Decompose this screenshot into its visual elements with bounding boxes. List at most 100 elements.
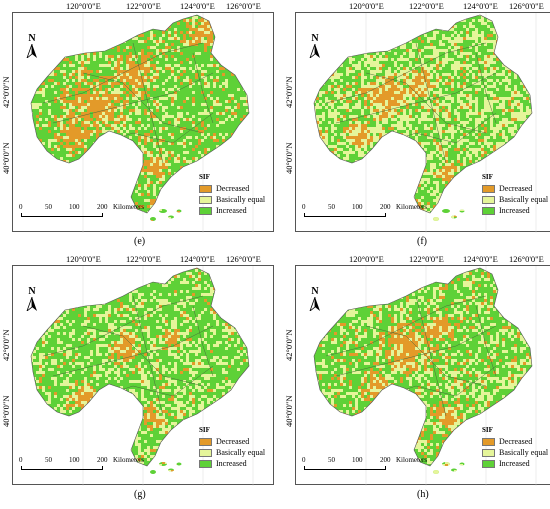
legend-title: SIF bbox=[482, 173, 493, 181]
legend-item-equal: Basically equal bbox=[199, 194, 265, 205]
lon-label-120: 120°0'0"E bbox=[349, 254, 384, 264]
legend-title: SIF bbox=[199, 426, 210, 434]
north-arrow: N bbox=[25, 33, 39, 61]
lat-label-42: 42°0'0"N bbox=[284, 76, 294, 108]
legend: SIF Decreased Basically equal Increased bbox=[482, 426, 548, 469]
lat-label-40: 40°0'0"N bbox=[1, 142, 11, 174]
legend-label-increased: Increased bbox=[499, 206, 530, 215]
lon-label-126: 126°0'0"E bbox=[509, 254, 544, 264]
map-frame: N SIF Decreased Basically equal bbox=[295, 12, 550, 233]
map-panel-3: 120°0'0"E 122°0'0"E 124°0'0"E 126°0'0"E … bbox=[283, 253, 550, 503]
scale-line bbox=[21, 213, 103, 217]
legend-swatch-equal bbox=[482, 195, 495, 204]
legend-swatch-increased bbox=[199, 206, 212, 215]
legend: SIF Decreased Basically equal Increased bbox=[199, 426, 265, 469]
scale-bar: 0 50 100 200 Kilometers bbox=[296, 456, 496, 476]
lat-label-40: 40°0'0"N bbox=[284, 395, 294, 427]
legend-label-decreased: Decreased bbox=[499, 184, 533, 193]
legend-swatch-decreased bbox=[482, 437, 495, 446]
lon-label-126: 126°0'0"E bbox=[226, 1, 261, 11]
north-arrow-icon bbox=[26, 43, 37, 60]
scale-bar: 0 50 100 200 Kilometers bbox=[13, 203, 213, 223]
north-arrow: N bbox=[308, 33, 322, 61]
scale-tick-100: 100 bbox=[352, 456, 363, 464]
lon-label-124: 124°0'0"E bbox=[180, 254, 215, 264]
legend-label-decreased: Decreased bbox=[216, 184, 250, 193]
scale-bar: 0 50 100 200 Kilometers bbox=[13, 456, 213, 476]
scale-tick-0: 0 bbox=[302, 456, 306, 464]
legend-label-equal: Basically equal bbox=[499, 195, 549, 204]
lon-label-124: 124°0'0"E bbox=[463, 254, 498, 264]
legend-label-equal: Basically equal bbox=[216, 195, 266, 204]
lat-label-42: 42°0'0"N bbox=[1, 329, 11, 361]
province-outline bbox=[30, 14, 250, 214]
map-panel-2: 120°0'0"E 122°0'0"E 124°0'0"E 126°0'0"E … bbox=[0, 253, 280, 503]
scale-line bbox=[21, 466, 103, 470]
panel-label: (f) bbox=[417, 236, 427, 247]
scale-tick-200: 200 bbox=[97, 456, 108, 464]
north-arrow-icon bbox=[309, 43, 320, 60]
legend-swatch-decreased bbox=[482, 184, 495, 193]
map-panel-1: 120°0'0"E 122°0'0"E 124°0'0"E 126°0'0"E … bbox=[283, 0, 550, 250]
north-arrow-icon bbox=[26, 296, 37, 313]
legend-item-increased: Increased bbox=[199, 458, 265, 469]
legend-item-increased: Increased bbox=[199, 205, 265, 216]
legend-item-increased: Increased bbox=[482, 458, 548, 469]
scale-tick-200: 200 bbox=[97, 203, 108, 211]
legend-swatch-decreased bbox=[199, 437, 212, 446]
legend-title: SIF bbox=[199, 173, 210, 181]
scale-tick-100: 100 bbox=[352, 203, 363, 211]
scale-tick-50: 50 bbox=[45, 456, 52, 464]
legend-label-equal: Basically equal bbox=[499, 448, 549, 457]
north-arrow: N bbox=[25, 286, 39, 314]
lon-label-122: 122°0'0"E bbox=[409, 1, 444, 11]
scale-tick-0: 0 bbox=[302, 203, 306, 211]
legend-label-decreased: Decreased bbox=[499, 437, 533, 446]
legend-label-increased: Increased bbox=[499, 459, 530, 468]
legend-item-equal: Basically equal bbox=[482, 447, 548, 458]
legend-item-equal: Basically equal bbox=[199, 447, 265, 458]
scale-tick-100: 100 bbox=[69, 203, 80, 211]
lat-label-40: 40°0'0"N bbox=[284, 142, 294, 174]
lon-label-120: 120°0'0"E bbox=[349, 1, 384, 11]
map-canvas bbox=[313, 13, 537, 233]
scale-tick-200: 200 bbox=[380, 456, 391, 464]
north-label: N bbox=[28, 33, 36, 44]
legend: SIF Decreased Basically equal Increased bbox=[199, 173, 265, 216]
legend-item-equal: Basically equal bbox=[482, 194, 548, 205]
north-arrow-icon bbox=[309, 296, 320, 313]
scale-tick-0: 0 bbox=[19, 456, 23, 464]
lon-label-120: 120°0'0"E bbox=[66, 254, 101, 264]
lat-label-42: 42°0'0"N bbox=[1, 76, 11, 108]
legend: SIF Decreased Basically equal Increased bbox=[482, 173, 548, 216]
lon-label-122: 122°0'0"E bbox=[126, 1, 161, 11]
lon-label-120: 120°0'0"E bbox=[66, 1, 101, 11]
scale-unit: Kilometers bbox=[113, 456, 145, 464]
legend-item-decreased: Decreased bbox=[199, 183, 265, 194]
map-frame: N SIF Decreased Basically equal bbox=[12, 12, 274, 233]
scale-tick-50: 50 bbox=[328, 456, 335, 464]
panel-label: (g) bbox=[134, 489, 146, 500]
lon-label-124: 124°0'0"E bbox=[463, 1, 498, 11]
lon-label-122: 122°0'0"E bbox=[409, 254, 444, 264]
legend-swatch-increased bbox=[482, 459, 495, 468]
panel-label: (h) bbox=[417, 489, 429, 500]
province-outline bbox=[30, 267, 250, 467]
legend-item-decreased: Decreased bbox=[482, 183, 548, 194]
lon-label-126: 126°0'0"E bbox=[509, 1, 544, 11]
scale-tick-50: 50 bbox=[45, 203, 52, 211]
legend-item-decreased: Decreased bbox=[199, 436, 265, 447]
province-outline bbox=[313, 267, 533, 467]
scale-unit: Kilometers bbox=[396, 203, 428, 211]
legend-swatch-equal bbox=[482, 448, 495, 457]
legend-label-decreased: Decreased bbox=[216, 437, 250, 446]
north-label: N bbox=[28, 286, 36, 297]
map-panel-0: 120°0'0"E 122°0'0"E 124°0'0"E 126°0'0"E … bbox=[0, 0, 280, 250]
scale-line bbox=[304, 213, 386, 217]
panel-label: (e) bbox=[134, 236, 146, 247]
lon-label-126: 126°0'0"E bbox=[226, 254, 261, 264]
lat-label-42: 42°0'0"N bbox=[284, 329, 294, 361]
legend-swatch-equal bbox=[199, 448, 212, 457]
north-label: N bbox=[311, 286, 319, 297]
legend-label-increased: Increased bbox=[216, 459, 247, 468]
